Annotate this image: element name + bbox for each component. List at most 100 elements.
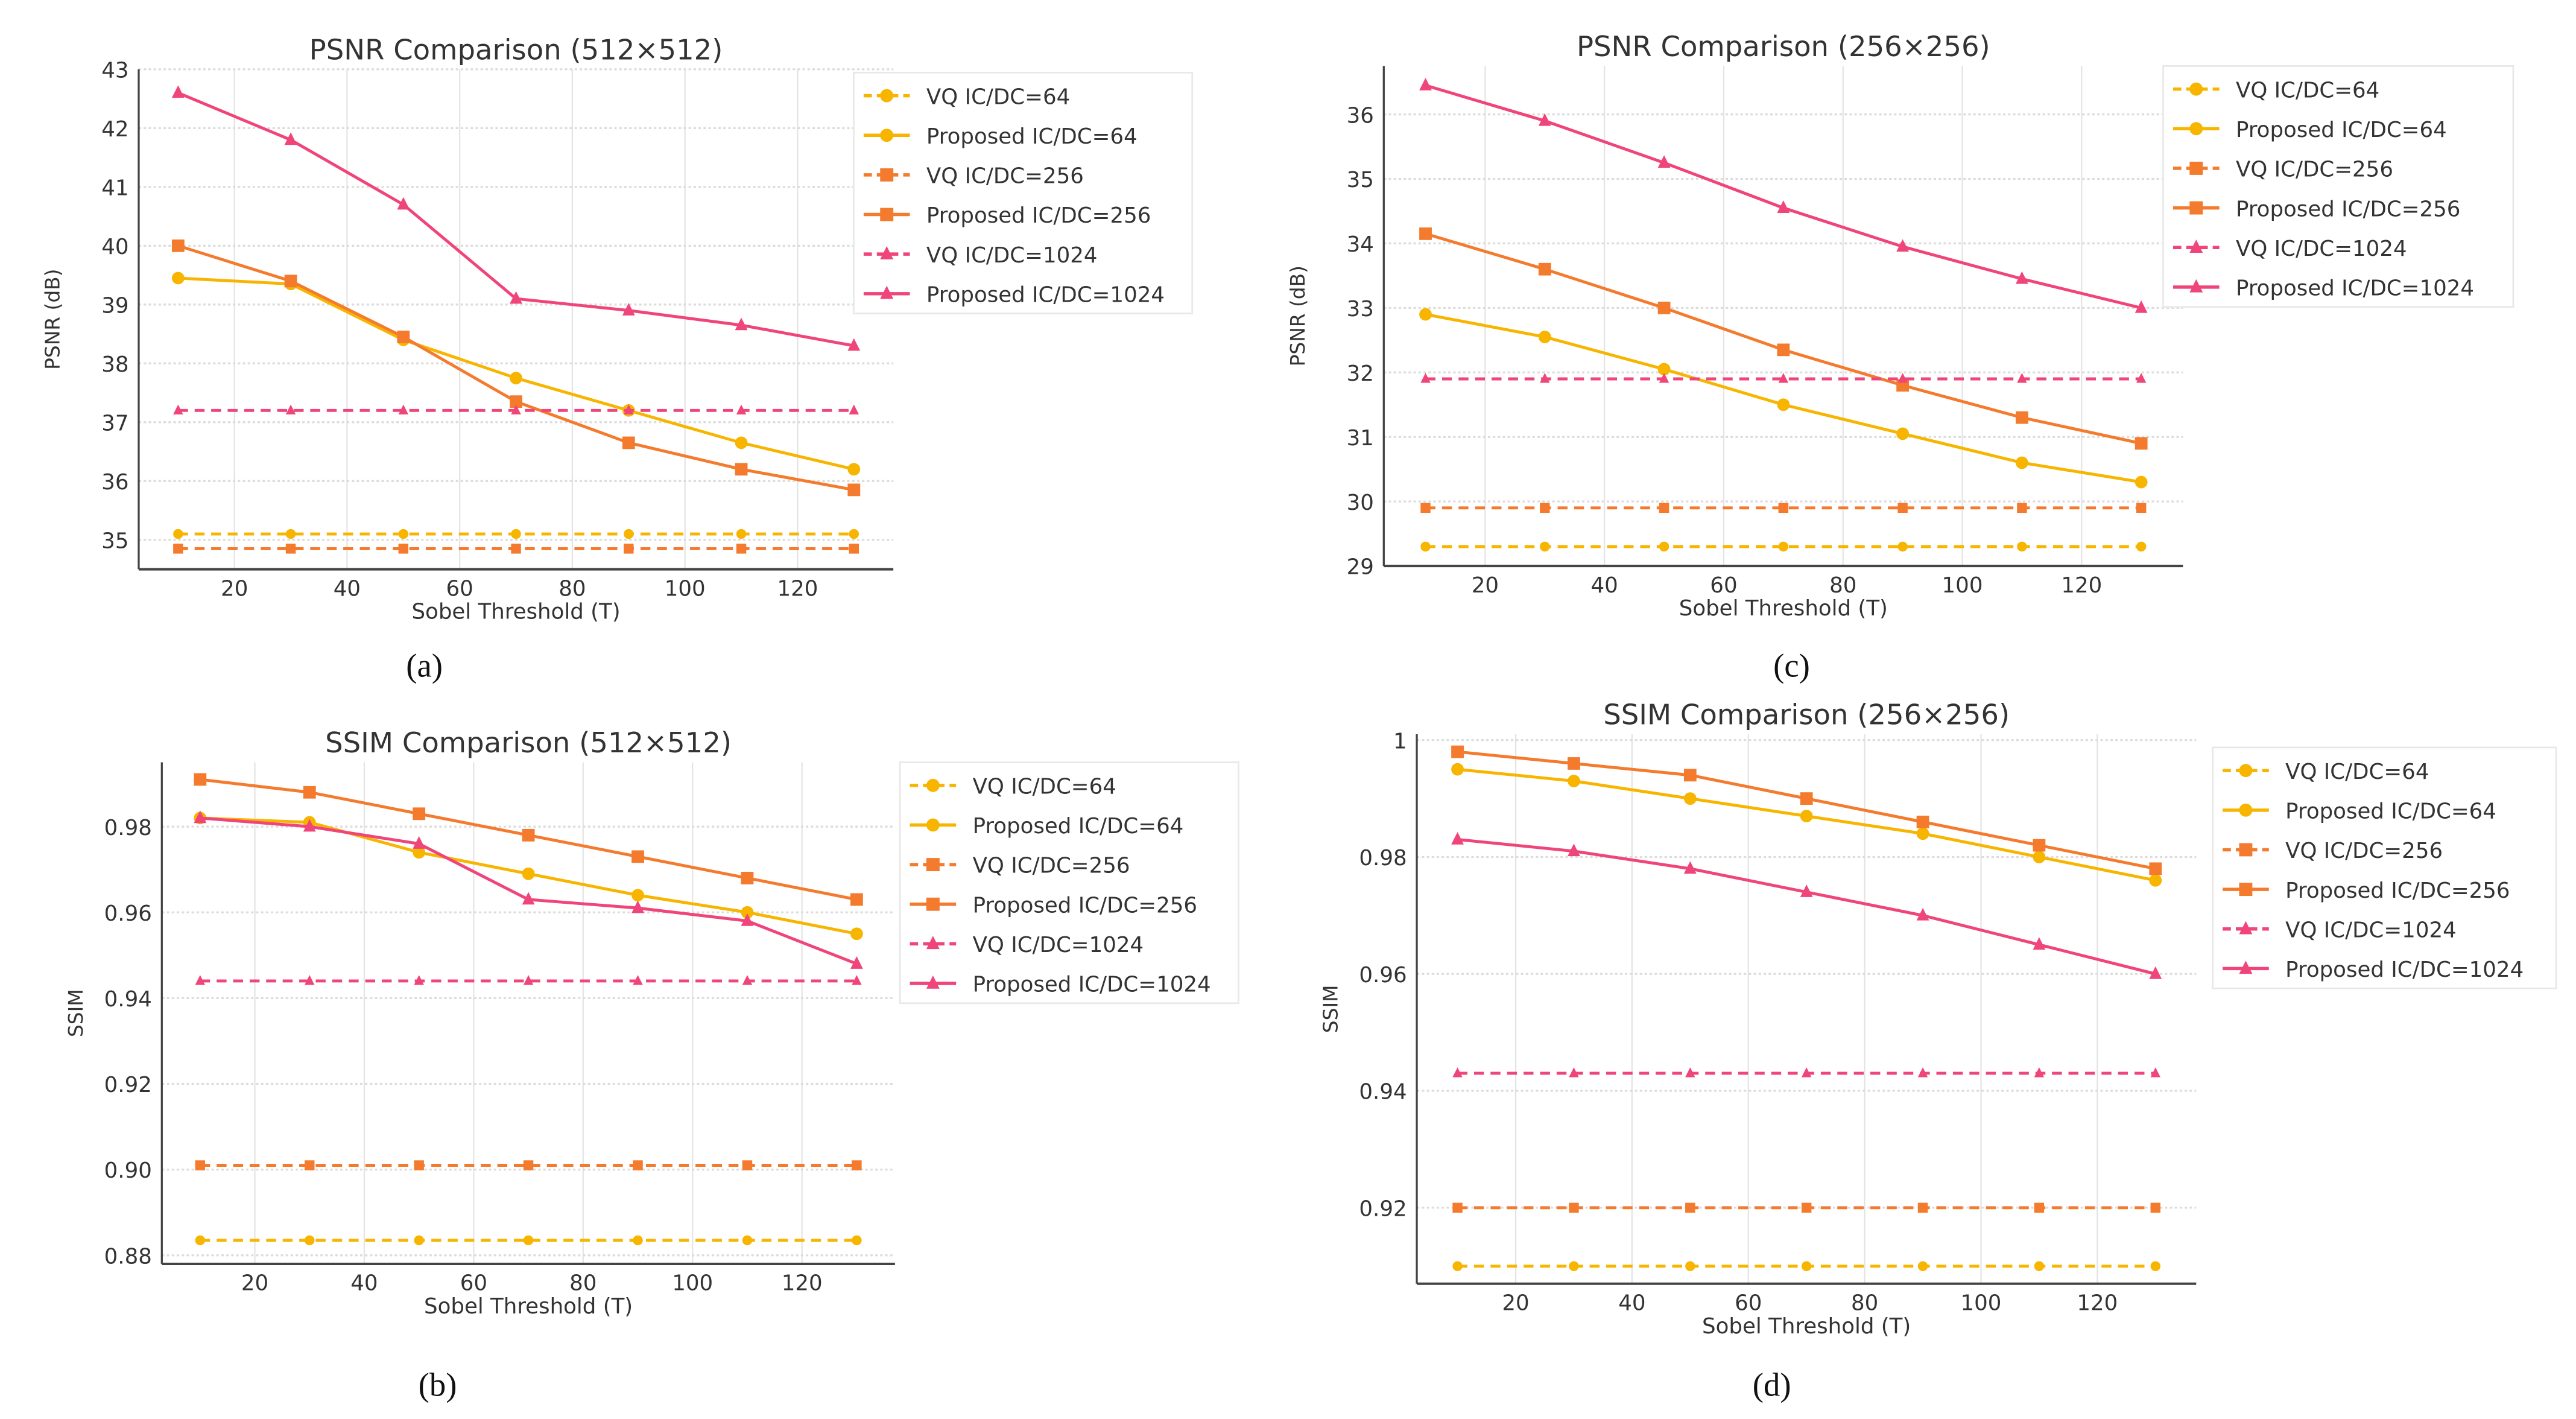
chart-title: PSNR Comparison (256×256) bbox=[1577, 30, 1990, 63]
legend-label: Proposed IC/DC=64 bbox=[926, 124, 1138, 149]
subfigure-caption: (a) bbox=[406, 647, 443, 684]
data-point bbox=[1778, 503, 1789, 513]
data-point bbox=[303, 786, 316, 799]
series-line bbox=[1457, 767, 2156, 882]
data-point bbox=[847, 338, 861, 351]
x-tick-label: 100 bbox=[665, 576, 706, 601]
y-axis-label: SSIM bbox=[65, 989, 87, 1037]
data-point bbox=[1683, 861, 1697, 874]
data-point bbox=[522, 892, 535, 905]
data-point bbox=[633, 975, 643, 985]
x-tick-label: 80 bbox=[559, 576, 586, 601]
data-point bbox=[511, 544, 521, 554]
legend-label: VQ IC/DC=64 bbox=[926, 84, 1070, 109]
data-point bbox=[631, 850, 644, 863]
legend-label: VQ IC/DC=64 bbox=[2285, 760, 2429, 784]
y-tick-label: 40 bbox=[101, 235, 128, 259]
data-point bbox=[1777, 200, 1790, 213]
data-point bbox=[1568, 843, 1580, 857]
data-point bbox=[742, 1235, 753, 1246]
y-axis-label: PSNR (dB) bbox=[1286, 265, 1309, 366]
data-point bbox=[633, 1235, 643, 1246]
subfigure-caption: (b) bbox=[419, 1367, 457, 1403]
legend-marker bbox=[2189, 201, 2203, 215]
legend-label: VQ IC/DC=1024 bbox=[973, 933, 1144, 957]
series-vq-ic-dc-1024 bbox=[173, 404, 859, 414]
legend-label: Proposed IC/DC=256 bbox=[973, 893, 1197, 918]
x-tick-label: 80 bbox=[1829, 573, 1856, 598]
legend-label: Proposed IC/DC=1024 bbox=[973, 973, 1211, 997]
data-point bbox=[510, 291, 522, 304]
data-point bbox=[1569, 1202, 1579, 1213]
data-point bbox=[741, 871, 754, 884]
data-point bbox=[1800, 884, 1813, 897]
data-point bbox=[741, 906, 754, 919]
series-vq-ic-dc-256 bbox=[1420, 503, 2147, 513]
data-point bbox=[1659, 541, 1669, 552]
data-point bbox=[413, 836, 426, 849]
x-axis-label: Sobel Threshold (T) bbox=[411, 600, 620, 624]
data-point bbox=[849, 544, 859, 554]
series-proposed-ic-dc-64 bbox=[1451, 763, 2162, 887]
data-point bbox=[1917, 1202, 1928, 1213]
data-point bbox=[305, 975, 315, 985]
data-point bbox=[624, 529, 634, 539]
data-point bbox=[413, 807, 426, 821]
data-point bbox=[414, 1235, 424, 1246]
data-point bbox=[195, 1160, 206, 1170]
data-point bbox=[2150, 1067, 2161, 1078]
series-line bbox=[177, 91, 855, 348]
legend-label: VQ IC/DC=1024 bbox=[2236, 237, 2407, 261]
y-tick-label: 0.94 bbox=[1359, 1080, 1407, 1105]
series-line bbox=[1425, 313, 2142, 484]
data-point bbox=[735, 317, 748, 331]
y-tick-label: 36 bbox=[1347, 103, 1374, 128]
series-vq-ic-dc-64 bbox=[1420, 541, 2147, 552]
x-tick-label: 60 bbox=[1710, 573, 1737, 598]
data-point bbox=[852, 1160, 862, 1170]
data-point bbox=[2135, 437, 2148, 450]
y-tick-label: 35 bbox=[101, 529, 128, 553]
legend-label: VQ IC/DC=64 bbox=[2236, 78, 2379, 103]
x-tick-label: 120 bbox=[782, 1271, 823, 1296]
y-tick-label: 32 bbox=[1347, 361, 1374, 386]
subfigure-caption: (c) bbox=[1773, 647, 1810, 684]
series-vq-ic-dc-256 bbox=[173, 544, 859, 554]
series-vq-ic-dc-1024 bbox=[195, 975, 862, 985]
y-axis-label: PSNR (dB) bbox=[42, 269, 65, 370]
legend-marker bbox=[2239, 764, 2253, 778]
data-point bbox=[1916, 815, 1929, 828]
y-tick-label: 0.92 bbox=[1359, 1196, 1407, 1221]
series-proposed-ic-dc-1024 bbox=[1419, 78, 2148, 313]
data-point bbox=[523, 1160, 534, 1170]
x-tick-label: 80 bbox=[1851, 1291, 1878, 1316]
data-point bbox=[511, 404, 521, 414]
legend-marker bbox=[880, 285, 894, 299]
series-vq-ic-dc-64 bbox=[1452, 1261, 2161, 1271]
data-point bbox=[850, 927, 863, 941]
legend-label: VQ IC/DC=256 bbox=[926, 164, 1084, 189]
data-point bbox=[735, 463, 748, 476]
data-point bbox=[741, 913, 754, 926]
data-point bbox=[2017, 373, 2027, 383]
legend-marker bbox=[926, 818, 940, 832]
x-axis-label: Sobel Threshold (T) bbox=[1679, 596, 1888, 621]
data-point bbox=[1419, 308, 1432, 321]
data-point bbox=[736, 404, 747, 414]
data-point bbox=[1916, 827, 1929, 840]
x-tick-label: 40 bbox=[350, 1271, 378, 1296]
x-axis-label: Sobel Threshold (T) bbox=[1702, 1314, 1911, 1339]
data-point bbox=[1685, 1067, 1695, 1078]
data-point bbox=[285, 544, 296, 554]
data-point bbox=[1419, 227, 1432, 240]
legend-marker bbox=[2189, 162, 2203, 175]
legend-box bbox=[899, 761, 1239, 1005]
data-point bbox=[2015, 271, 2028, 284]
data-point bbox=[2033, 937, 2046, 950]
series-proposed-ic-dc-256 bbox=[194, 773, 863, 906]
x-tick-label: 60 bbox=[460, 1271, 487, 1296]
data-point bbox=[523, 1235, 534, 1246]
data-point bbox=[1896, 239, 1910, 252]
data-point bbox=[633, 1160, 643, 1170]
